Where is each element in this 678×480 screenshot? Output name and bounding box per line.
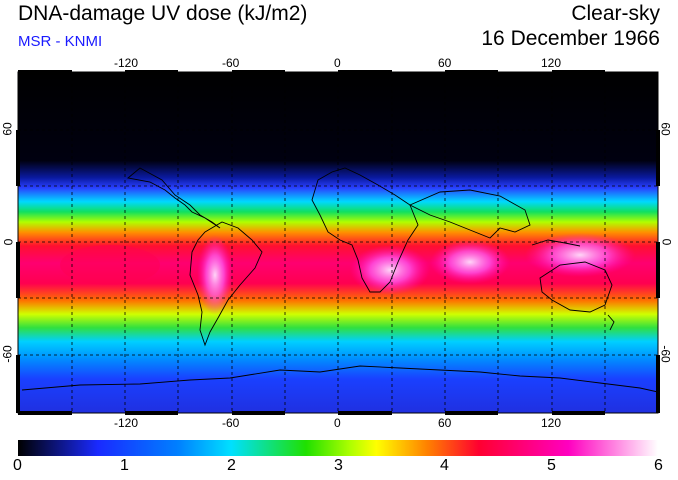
hotspot-pacific: [60, 245, 160, 285]
indonesia-coast: [531, 239, 581, 247]
lat-tick-left-0: 0: [1, 238, 16, 246]
colorbar-label-1: 1: [120, 457, 129, 474]
sky-condition-label: Clear-sky: [571, 2, 660, 25]
lon-tick-bottom-minus120: -120: [114, 416, 139, 430]
south-america-coast: [189, 221, 263, 347]
lon-tick-top-60: 60: [438, 56, 452, 70]
lat-tick-right-60: 60: [658, 122, 673, 136]
graticule: [18, 72, 658, 413]
north-america-coast: [126, 167, 221, 229]
lat-tick-right-0: 0: [659, 238, 674, 246]
lon-tick-top-0: 0: [334, 56, 341, 70]
australia-coast: [539, 261, 613, 313]
lon-tick-top-120: 120: [541, 56, 562, 70]
hotspot-southern-africa: [350, 245, 430, 295]
colorbar-label-0: 0: [13, 457, 22, 474]
colorbar-label-6: 6: [654, 457, 663, 474]
colorbar-label-3: 3: [334, 457, 343, 474]
colorbar-label-5: 5: [547, 457, 556, 474]
map-date-label: 16 December 1966: [481, 27, 660, 50]
africa-coast: [311, 167, 419, 293]
lon-tick-bottom-0: 0: [334, 416, 341, 430]
lat-tick-left-60: 60: [0, 122, 15, 136]
lon-tick-bottom-minus60: -60: [222, 416, 240, 430]
lon-tick-bottom-120: 120: [541, 416, 562, 430]
lon-tick-bottom-60: 60: [438, 416, 452, 430]
lat-tick-left-minus60: -60: [0, 345, 15, 363]
hotspot-indian-ocean: [430, 240, 510, 284]
new-zealand-coast: [607, 314, 615, 331]
map-title: DNA-damage UV dose (kJ/m2): [18, 2, 308, 25]
hotspot-australia: [525, 233, 635, 277]
antarctica-coast: [21, 365, 658, 393]
lon-tick-top-minus120: -120: [114, 56, 139, 70]
colorbar-label-2: 2: [227, 457, 236, 474]
data-source-label: MSR - KNMI: [18, 33, 103, 50]
asia-coast: [408, 189, 531, 239]
lon-tick-top-minus60: -60: [222, 56, 240, 70]
coastlines: [21, 167, 658, 393]
frame-edge-bars: [16, 70, 660, 415]
lat-tick-right-minus60: -60: [658, 345, 673, 363]
colorbar-label-4: 4: [440, 457, 449, 474]
colorbar: [18, 440, 658, 456]
hotspot-south-america: [197, 235, 233, 315]
